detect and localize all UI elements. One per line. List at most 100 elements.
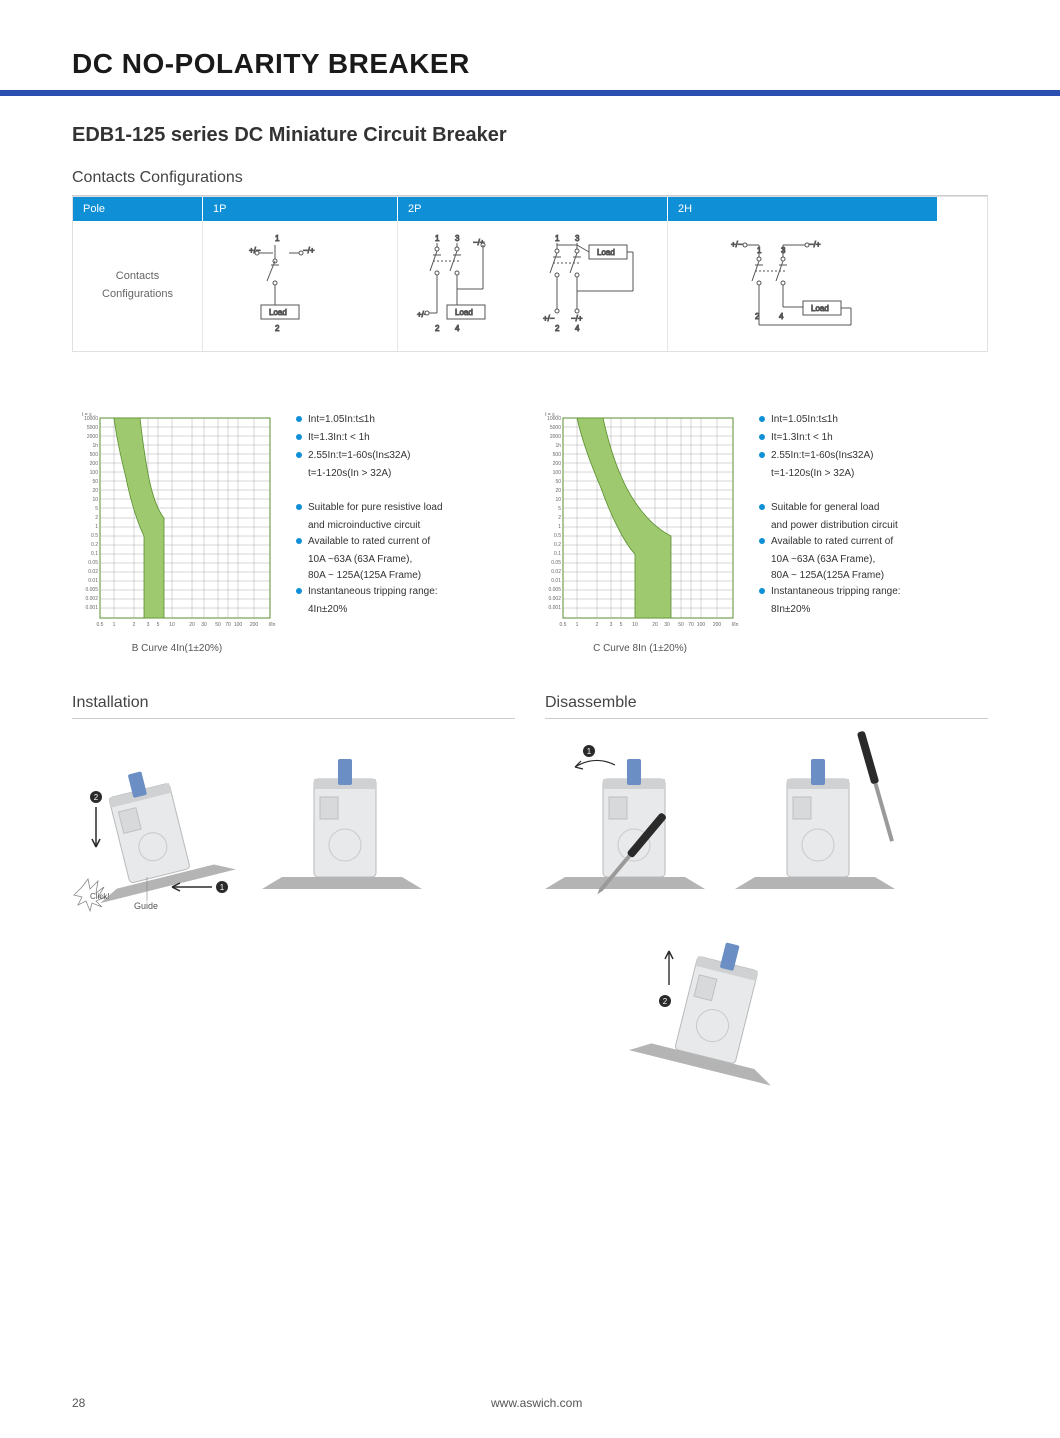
svg-text:1: 1 bbox=[558, 524, 561, 530]
svg-text:+/−: +/− bbox=[543, 314, 555, 323]
bullet-icon bbox=[759, 504, 765, 510]
schematic-2h: +/−−/+ 13 24 Load bbox=[668, 221, 938, 351]
svg-text:70: 70 bbox=[225, 622, 231, 628]
b-curve-chart: 10000500020001h5002001005020105210.50.20… bbox=[72, 412, 282, 632]
bullet-text: Suitable for pure resistive load bbox=[308, 500, 443, 516]
svg-text:0.01: 0.01 bbox=[88, 578, 98, 584]
svg-text:I/In: I/In bbox=[269, 622, 276, 628]
svg-text:10: 10 bbox=[169, 622, 175, 628]
bullet-icon bbox=[296, 504, 302, 510]
svg-text:2: 2 bbox=[596, 622, 599, 628]
bullet-icon bbox=[759, 434, 765, 440]
svg-text:5000: 5000 bbox=[550, 425, 561, 431]
svg-text:2: 2 bbox=[95, 515, 98, 521]
bullet-text: 10A ~63A (63A Frame), bbox=[759, 552, 901, 568]
disassemble-step-2: 2 bbox=[635, 927, 805, 1097]
svg-text:Load: Load bbox=[269, 308, 287, 317]
bullet-icon bbox=[296, 588, 302, 594]
svg-text:2: 2 bbox=[435, 324, 440, 333]
bullet-text: Instantaneous tripping range: bbox=[771, 584, 901, 600]
svg-text:1: 1 bbox=[275, 234, 280, 243]
svg-text:0.01: 0.01 bbox=[551, 578, 561, 584]
svg-text:Load: Load bbox=[455, 308, 473, 317]
b-curve-notes: Int=1.05In:t≤1h It=1.3In:t < 1h 2.55In:t… bbox=[296, 412, 443, 654]
svg-text:30: 30 bbox=[201, 622, 207, 628]
svg-text:2: 2 bbox=[558, 515, 561, 521]
svg-text:−/+: −/+ bbox=[571, 314, 583, 323]
c-curve-notes: Int=1.05In:t≤1h It=1.3In:t < 1h 2.55In:t… bbox=[759, 412, 901, 654]
bullet-text: 80A ~ 125A(125A Frame) bbox=[759, 568, 901, 584]
svg-text:200: 200 bbox=[713, 622, 722, 628]
svg-text:2: 2 bbox=[275, 324, 280, 333]
bullet-text: Int=1.05In:t≤1h bbox=[771, 412, 838, 428]
contacts-table: Pole 1P 2P 2H Contacts Configurations 1 … bbox=[72, 196, 988, 352]
bullet-icon bbox=[759, 538, 765, 544]
svg-text:100: 100 bbox=[553, 470, 562, 476]
svg-text:50: 50 bbox=[92, 479, 98, 485]
svg-text:2000: 2000 bbox=[550, 434, 561, 440]
svg-text:0.002: 0.002 bbox=[548, 596, 561, 602]
svg-text:2000: 2000 bbox=[87, 434, 98, 440]
svg-text:Click!: Click! bbox=[90, 892, 110, 901]
svg-text:Load: Load bbox=[597, 248, 615, 257]
svg-text:1h: 1h bbox=[92, 443, 98, 449]
svg-text:0.002: 0.002 bbox=[85, 596, 98, 602]
svg-text:10: 10 bbox=[92, 497, 98, 503]
svg-text:Load: Load bbox=[811, 304, 829, 313]
svg-text:−/+: −/+ bbox=[809, 240, 821, 249]
svg-text:4: 4 bbox=[779, 312, 784, 321]
svg-text:200: 200 bbox=[250, 622, 259, 628]
bullet-text: Suitable for general load bbox=[771, 500, 879, 516]
schematic-2p: 13−/+ +/− Load 24 13 Load bbox=[398, 221, 668, 351]
row-label-line: Contacts bbox=[116, 268, 159, 286]
bullet-text: Available to rated current of bbox=[771, 534, 893, 550]
svg-text:2: 2 bbox=[133, 622, 136, 628]
b-curve-caption: B Curve 4In(1±20%) bbox=[72, 643, 282, 654]
row-label: Contacts Configurations bbox=[73, 221, 203, 351]
disassemble-step-1a: 1 bbox=[545, 737, 715, 907]
svg-text:2: 2 bbox=[94, 793, 99, 802]
svg-text:0.001: 0.001 bbox=[85, 605, 98, 611]
guide-label: Guide bbox=[134, 901, 158, 911]
svg-text:4: 4 bbox=[575, 324, 580, 333]
install-step-2 bbox=[262, 737, 432, 907]
bullet-text: and power distribution circuit bbox=[759, 518, 901, 534]
svg-text:500: 500 bbox=[90, 452, 99, 458]
table-header: Pole bbox=[73, 197, 203, 221]
installation-section: Installation 2 bbox=[72, 694, 515, 1097]
svg-text:3: 3 bbox=[455, 234, 460, 243]
bullet-text: Instantaneous tripping range: bbox=[308, 584, 438, 600]
svg-text:I/In: I/In bbox=[732, 622, 739, 628]
row-label-line: Configurations bbox=[102, 286, 173, 304]
page-title: DC NO-POLARITY BREAKER bbox=[72, 48, 988, 80]
bullet-icon bbox=[296, 434, 302, 440]
svg-text:+/−: +/− bbox=[731, 240, 743, 249]
svg-text:2: 2 bbox=[663, 997, 668, 1006]
svg-text:0.5: 0.5 bbox=[554, 533, 561, 539]
svg-text:0.2: 0.2 bbox=[554, 542, 561, 548]
svg-text:100: 100 bbox=[697, 622, 706, 628]
svg-text:1h: 1h bbox=[555, 443, 561, 449]
svg-text:3: 3 bbox=[147, 622, 150, 628]
disassemble-step-1b bbox=[735, 737, 905, 907]
svg-text:200: 200 bbox=[90, 461, 99, 467]
svg-text:70: 70 bbox=[688, 622, 694, 628]
table-header: 2H bbox=[668, 197, 938, 221]
divider bbox=[72, 718, 515, 719]
svg-text:1: 1 bbox=[113, 622, 116, 628]
svg-text:0.005: 0.005 bbox=[85, 587, 98, 593]
svg-text:1: 1 bbox=[220, 883, 225, 892]
svg-text:0.5: 0.5 bbox=[560, 622, 567, 628]
b-curve-block: 10000500020001h5002001005020105210.50.20… bbox=[72, 412, 525, 654]
product-subtitle: EDB1-125 series DC Miniature Circuit Bre… bbox=[72, 124, 988, 147]
table-header: 2P bbox=[398, 197, 668, 221]
footer-url: www.aswich.com bbox=[491, 1396, 582, 1410]
svg-text:3: 3 bbox=[575, 234, 580, 243]
bullet-text: It=1.3In:t < 1h bbox=[771, 430, 833, 446]
svg-text:0.2: 0.2 bbox=[91, 542, 98, 548]
svg-text:5000: 5000 bbox=[87, 425, 98, 431]
svg-text:5: 5 bbox=[558, 506, 561, 512]
svg-text:50: 50 bbox=[555, 479, 561, 485]
bullet-icon bbox=[759, 416, 765, 422]
c-curve-chart: 10000500020001h5002001005020105210.50.20… bbox=[535, 412, 745, 632]
